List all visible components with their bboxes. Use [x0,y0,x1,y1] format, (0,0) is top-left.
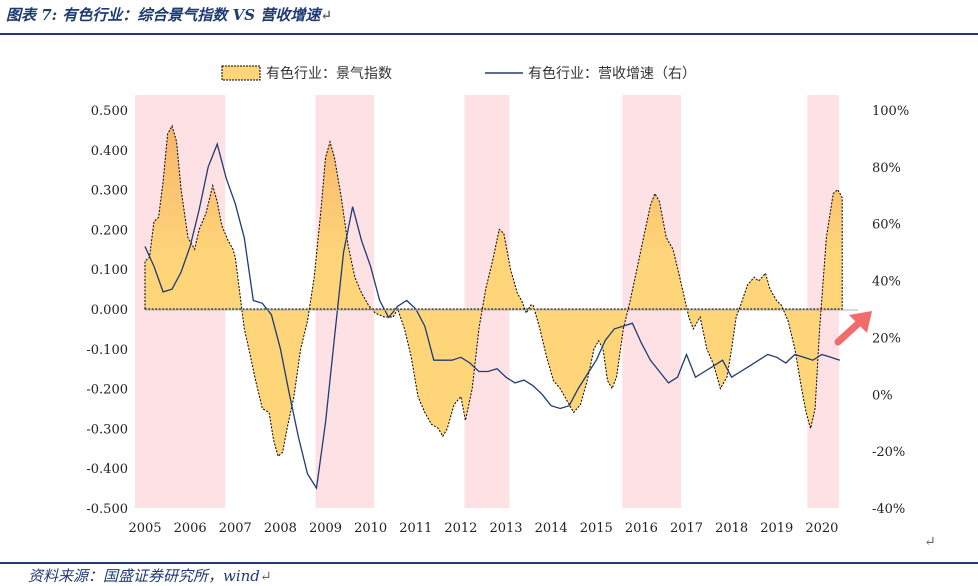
x-tick-label: 2007 [219,521,252,536]
x-tick-label: 2017 [670,521,703,536]
left-tick-label: -0.500 [86,502,128,517]
legend-index-label: 有色行业：景气指数 [266,65,392,82]
left-tick-label: 0.400 [91,144,128,159]
right-tick-label: 100% [872,104,909,119]
trend-arrow [834,311,872,346]
x-tick-label: 2020 [805,521,838,536]
right-tick-label: 40% [872,275,901,290]
x-tick-label: 2005 [128,521,161,536]
legend-growth-label: 有色行业：营收增速（右） [528,65,696,82]
right-tick-label: 0% [872,388,893,403]
x-tick-label: 2013 [489,521,522,536]
legend: 有色行业：景气指数 有色行业：营收增速（右） [221,65,696,82]
arrow-shaft [834,317,865,346]
left-tick-label: -0.300 [86,422,128,437]
left-tick-label: 0.200 [91,223,128,238]
left-axis: 0.500 0.400 0.300 0.200 0.100 0.000 -0.100 -0.2… [86,104,128,517]
left-tick-label: -0.400 [86,462,128,477]
left-tick-label: -0.200 [86,383,128,398]
left-tick-label: 0.300 [91,184,128,199]
x-axis: 2005 2006 2007 2008 2009 2010 2011 2012 2013 2014… [128,521,838,536]
x-tick-label: 2016 [625,521,658,536]
right-tick-label: 80% [872,161,901,176]
right-tick-label: 60% [872,218,901,233]
top-rule [0,33,978,35]
x-tick-label: 2006 [174,521,207,536]
growth-line-series [144,142,841,490]
return-mark-icon: ↵ [320,8,333,24]
source-note: 资料来源：国盛证券研究所，wind↵ [28,567,272,585]
index-area-layer [144,124,843,458]
left-tick-label: 0.500 [91,104,128,119]
index-area-series [144,124,843,458]
x-tick-label: 2019 [760,521,793,536]
x-tick-label: 2014 [535,521,568,536]
bottom-rule [0,562,978,564]
x-tick-label: 2015 [580,521,613,536]
return-mark-icon: ↵ [924,534,936,550]
right-tick-label: 20% [872,331,901,346]
x-tick-label: 2018 [715,521,748,536]
x-tick-label: 2011 [399,521,432,536]
arrow-head-icon [849,311,872,333]
x-tick-label: 2009 [309,521,342,536]
left-tick-label: 0.000 [91,303,128,318]
x-tick-label: 2010 [354,521,387,536]
x-tick-label: 2012 [444,521,477,536]
right-tick-label: -40% [872,502,905,517]
chart: 0.500 0.400 0.300 0.200 0.100 0.000 -0.100 -0.2… [86,65,909,536]
right-tick-label: -20% [872,445,905,460]
return-mark-icon: ↵ [259,569,272,585]
figure-title: 图表 7: 有色行业：综合景气指数 VS 营收增速↵ [6,6,333,24]
left-tick-label: -0.100 [86,343,128,358]
growth-line-layer [144,142,841,490]
legend-area-swatch [221,65,261,81]
left-tick-label: 0.100 [91,263,128,278]
x-tick-label: 2008 [264,521,297,536]
right-axis: 100% 80% 60% 40% 20% 0% -20% -40% [872,104,909,517]
